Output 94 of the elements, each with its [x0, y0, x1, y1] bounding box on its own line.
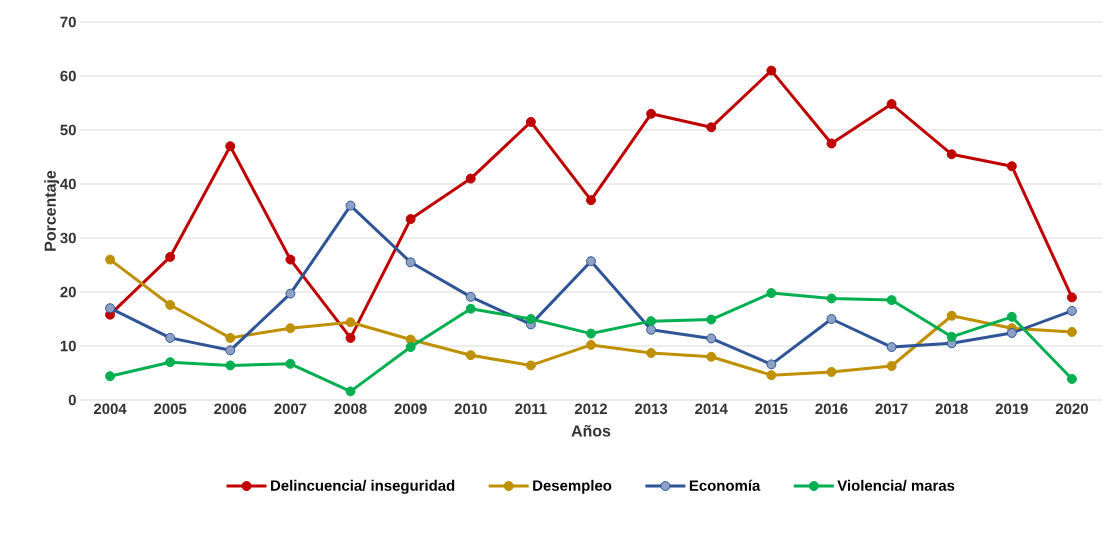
x-tick-label: 2018 [935, 403, 968, 415]
y-axis-title: Porcentaje [44, 170, 60, 251]
point [285, 323, 296, 334]
point [706, 333, 717, 344]
x-tick-label: 2009 [394, 403, 427, 415]
point [946, 149, 957, 160]
point [525, 360, 536, 371]
point [345, 332, 356, 343]
point [646, 108, 657, 119]
point [345, 317, 356, 328]
point [706, 351, 717, 362]
point [1006, 161, 1017, 172]
y-tick-label: 70 [60, 16, 76, 28]
x-tick-label: 2020 [1055, 403, 1088, 415]
point [225, 332, 236, 343]
x-tick-label: 2010 [454, 403, 487, 415]
point [826, 366, 837, 377]
point [886, 361, 897, 371]
point [586, 339, 596, 350]
point [946, 331, 957, 342]
point [646, 324, 657, 335]
point [225, 345, 236, 356]
y-tick-label: 60 [60, 70, 76, 82]
point [1006, 311, 1017, 322]
point [105, 254, 116, 265]
x-tick-label: 2012 [574, 403, 608, 415]
point [465, 173, 476, 184]
point [706, 122, 717, 133]
point [465, 350, 476, 361]
y-tick-label: 50 [60, 124, 76, 136]
point [165, 251, 176, 262]
legend-label: Violencia/ maras [837, 479, 955, 491]
point [225, 141, 236, 152]
point [405, 342, 416, 353]
x-tick-label: 2019 [995, 403, 1028, 415]
point [285, 254, 296, 265]
point [586, 195, 596, 206]
point [345, 386, 356, 397]
point [586, 328, 596, 339]
point [525, 314, 536, 324]
legend-label: Economía [689, 479, 761, 491]
point [405, 214, 416, 225]
point [706, 314, 717, 325]
x-tick-label: 2008 [334, 403, 367, 415]
point [465, 303, 476, 314]
point [766, 370, 777, 381]
point [165, 357, 176, 368]
point [646, 348, 657, 358]
point [525, 116, 536, 127]
point [465, 291, 476, 302]
point [886, 295, 897, 306]
point [1066, 326, 1077, 337]
point [1006, 328, 1017, 339]
point [105, 371, 116, 382]
legend-label: Desempleo [533, 479, 612, 494]
point [766, 65, 777, 76]
point [886, 99, 897, 110]
x-tick-label: 2005 [154, 403, 187, 415]
point [826, 138, 837, 149]
point [105, 303, 116, 314]
point [225, 360, 236, 371]
point [1066, 373, 1077, 384]
point [766, 359, 777, 370]
x-tick-label: 2014 [695, 403, 728, 415]
y-tick-label: 0 [68, 394, 76, 406]
legend-label: Delincuencia/ inseguridad [271, 479, 455, 494]
x-tick-label: 2015 [755, 403, 788, 415]
point [165, 299, 176, 310]
point [826, 293, 837, 304]
y-tick-label: 30 [60, 232, 76, 244]
x-tick-label: 2013 [635, 403, 668, 415]
x-tick-label: 2004 [93, 403, 127, 415]
point [405, 257, 416, 268]
point [646, 316, 657, 327]
y-tick-label: 20 [60, 286, 76, 298]
point [886, 342, 897, 353]
x-tick-label: 2016 [815, 403, 848, 415]
y-tick-label: 40 [60, 178, 76, 190]
x-tick-label: 2007 [274, 403, 307, 415]
point [586, 256, 596, 267]
point [946, 310, 957, 321]
x-tick-label: 2017 [875, 403, 908, 415]
point [826, 314, 837, 324]
point [1066, 292, 1077, 303]
point [1066, 305, 1077, 316]
point [766, 288, 777, 299]
point [285, 358, 296, 369]
point [285, 288, 296, 299]
x-tick-label: 2006 [214, 403, 247, 415]
y-tick-label: 10 [60, 340, 76, 352]
x-axis-title: Años [571, 424, 611, 437]
point [345, 200, 356, 211]
point [165, 332, 176, 343]
x-tick-label: 2011 [515, 403, 547, 415]
